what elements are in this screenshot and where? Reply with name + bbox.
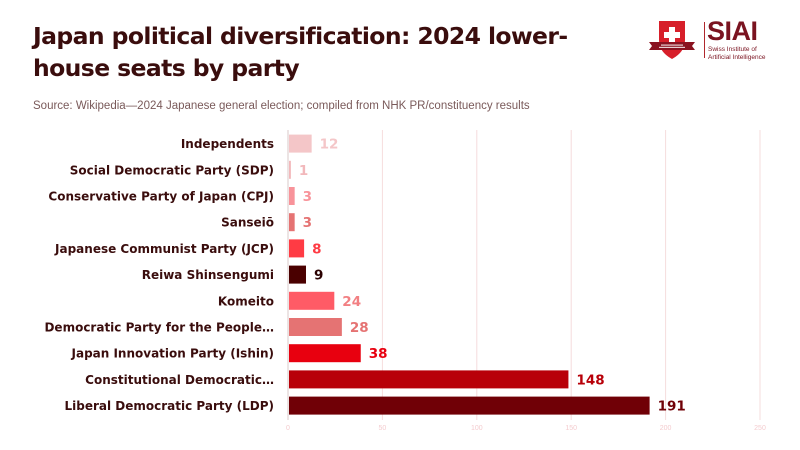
- x-tick-label: 100: [471, 425, 483, 432]
- value-label: 12: [320, 137, 339, 153]
- category-label: Liberal Democratic Party (LDP): [64, 399, 274, 413]
- category-label: Independents: [181, 137, 274, 151]
- category-label: Conservative Party of Japan (CPJ): [48, 190, 274, 204]
- swiss-shield-icon: [649, 21, 695, 59]
- category-label: Sanseiō: [221, 216, 274, 230]
- bar: [289, 187, 295, 205]
- bars: [289, 134, 650, 415]
- category-label: Japan Innovation Party (Ishin): [71, 347, 275, 361]
- value-label: 24: [342, 294, 361, 310]
- category-label: Social Democratic Party (SDP): [70, 163, 274, 177]
- bar: [289, 396, 650, 415]
- bar: [289, 160, 291, 179]
- bar: [289, 239, 305, 258]
- logo-divider: [704, 22, 705, 58]
- category-labels: Independents Social Democratic Party (SDP…: [44, 137, 274, 413]
- logo-tagline-line1: Swiss Institute of: [708, 46, 757, 53]
- logo-tagline: Swiss Institute of Artificial Intelligen…: [708, 46, 765, 61]
- x-tick-label: 150: [565, 425, 577, 432]
- bar: [289, 213, 295, 232]
- bar: [289, 370, 569, 389]
- category-label: Reiwa Shinsengumi: [142, 268, 274, 282]
- x-tick-label: 200: [660, 425, 672, 432]
- value-label: 9: [314, 268, 323, 284]
- value-label: 28: [350, 320, 369, 336]
- bar: [289, 344, 361, 363]
- logo-wordmark: SIAI: [707, 16, 758, 46]
- value-label: 8: [312, 241, 321, 257]
- x-tick-label: 250: [754, 425, 766, 432]
- value-label: 38: [369, 346, 388, 362]
- x-tick-label: 0: [286, 425, 290, 432]
- value-label: 191: [658, 399, 686, 415]
- category-label: Komeito: [218, 294, 274, 308]
- value-label: 1: [299, 163, 308, 179]
- x-axis-ticks: 0 50 100 150 200 250: [286, 425, 766, 432]
- value-label: 3: [303, 215, 312, 231]
- x-tick-label: 50: [379, 425, 387, 432]
- chart-subtitle: Source: Wikipedia—2024 Japanese general …: [33, 100, 530, 112]
- category-label: Democratic Party for the People…: [44, 321, 274, 335]
- bar: [289, 265, 306, 284]
- chart-title: Japan political diversification: 2024 lo…: [33, 22, 568, 82]
- logo-tagline-line2: Artificial Intelligence: [708, 53, 766, 61]
- category-label: Japanese Communist Party (JCP): [54, 242, 274, 256]
- bar: [289, 291, 335, 310]
- category-label: Constitutional Democratic…: [85, 373, 274, 387]
- siai-logo: SIAI Swiss Institute of Artificial Intel…: [645, 16, 775, 64]
- value-label: 148: [576, 372, 604, 388]
- value-label: 3: [303, 189, 312, 205]
- bar: [289, 134, 312, 153]
- bar: [289, 318, 342, 336]
